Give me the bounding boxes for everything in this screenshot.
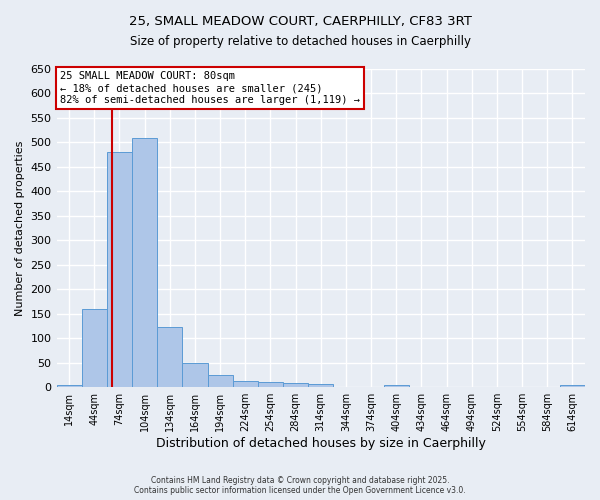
Bar bbox=[157, 328, 182, 387]
Bar bbox=[383, 385, 409, 387]
Text: 25, SMALL MEADOW COURT, CAERPHILLY, CF83 3RT: 25, SMALL MEADOW COURT, CAERPHILLY, CF83… bbox=[128, 15, 472, 28]
Bar bbox=[233, 382, 258, 387]
Bar bbox=[560, 385, 585, 387]
Text: 25 SMALL MEADOW COURT: 80sqm
← 18% of detached houses are smaller (245)
82% of s: 25 SMALL MEADOW COURT: 80sqm ← 18% of de… bbox=[60, 72, 360, 104]
Bar bbox=[82, 309, 107, 387]
Bar bbox=[107, 152, 132, 387]
Bar bbox=[283, 384, 308, 387]
Bar bbox=[182, 362, 208, 387]
X-axis label: Distribution of detached houses by size in Caerphilly: Distribution of detached houses by size … bbox=[156, 437, 486, 450]
Bar bbox=[56, 385, 82, 387]
Text: Size of property relative to detached houses in Caerphilly: Size of property relative to detached ho… bbox=[130, 35, 470, 48]
Bar bbox=[132, 138, 157, 387]
Bar bbox=[308, 384, 334, 387]
Bar bbox=[258, 382, 283, 387]
Text: Contains HM Land Registry data © Crown copyright and database right 2025.
Contai: Contains HM Land Registry data © Crown c… bbox=[134, 476, 466, 495]
Bar bbox=[208, 375, 233, 387]
Y-axis label: Number of detached properties: Number of detached properties bbox=[15, 140, 25, 316]
